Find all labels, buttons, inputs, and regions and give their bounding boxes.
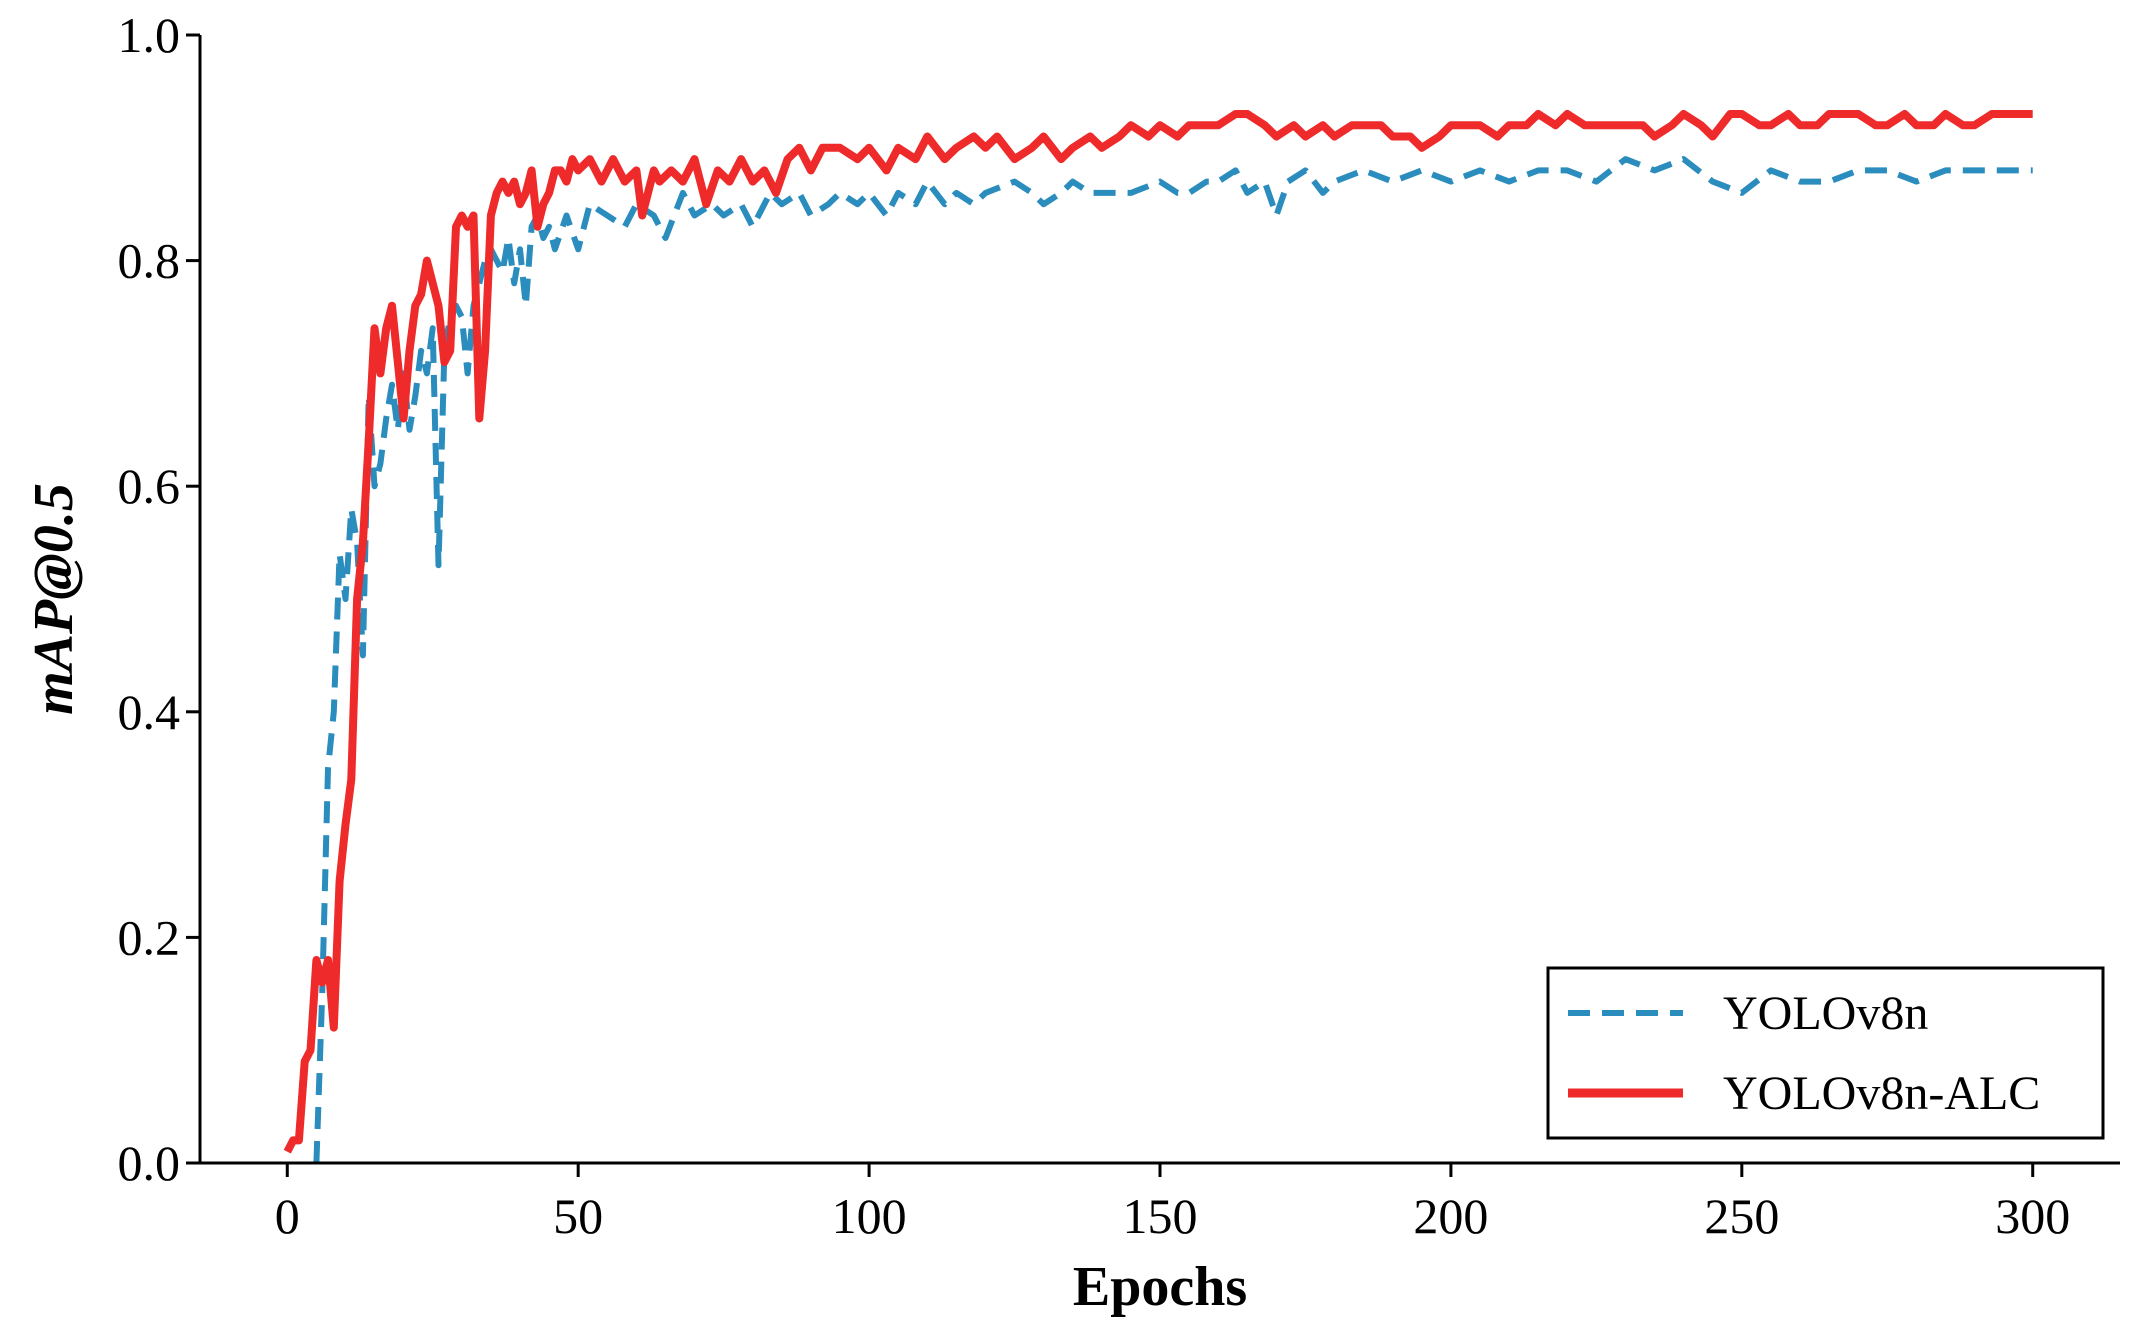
- y-tick-label: 0.6: [118, 458, 181, 514]
- x-axis-title: Epochs: [1073, 1256, 1247, 1318]
- series-layer: [283, 110, 2033, 1164]
- y-tick-label: 0.4: [118, 684, 181, 740]
- x-tick-label: 100: [832, 1188, 907, 1244]
- ticks: 0 50 100 150 200 250 300 0.0 0.2 0.4 0.6 0.8 1.0: [118, 7, 2071, 1244]
- y-tick-label: 1.0: [118, 7, 181, 63]
- legend-box: [1546, 966, 2105, 1140]
- series-line-yolov8n: [313, 156, 2033, 1164]
- x-tick-label: 50: [553, 1188, 603, 1244]
- x-tick-label: 150: [1123, 1188, 1198, 1244]
- y-axis-title: mAP@0.5: [23, 483, 85, 715]
- x-tick-label: 0: [275, 1188, 300, 1244]
- y-tick-label: 0.8: [118, 233, 181, 289]
- x-tick-label: 250: [1704, 1188, 1779, 1244]
- x-tick-label: 200: [1413, 1188, 1488, 1244]
- y-tick-label: 0.0: [118, 1135, 181, 1191]
- x-tick-label: 300: [1995, 1188, 2070, 1244]
- y-tick-label: 0.2: [118, 909, 181, 965]
- legend-label-yolov8n: YOLOv8n: [1723, 987, 1928, 1040]
- legend-label-yolov8n-alc: YOLOv8n-ALC: [1723, 1067, 2040, 1120]
- legend: YOLOv8n YOLOv8n-ALC: [1546, 966, 2105, 1140]
- series-line-yolov8n-alc: [283, 110, 2033, 1154]
